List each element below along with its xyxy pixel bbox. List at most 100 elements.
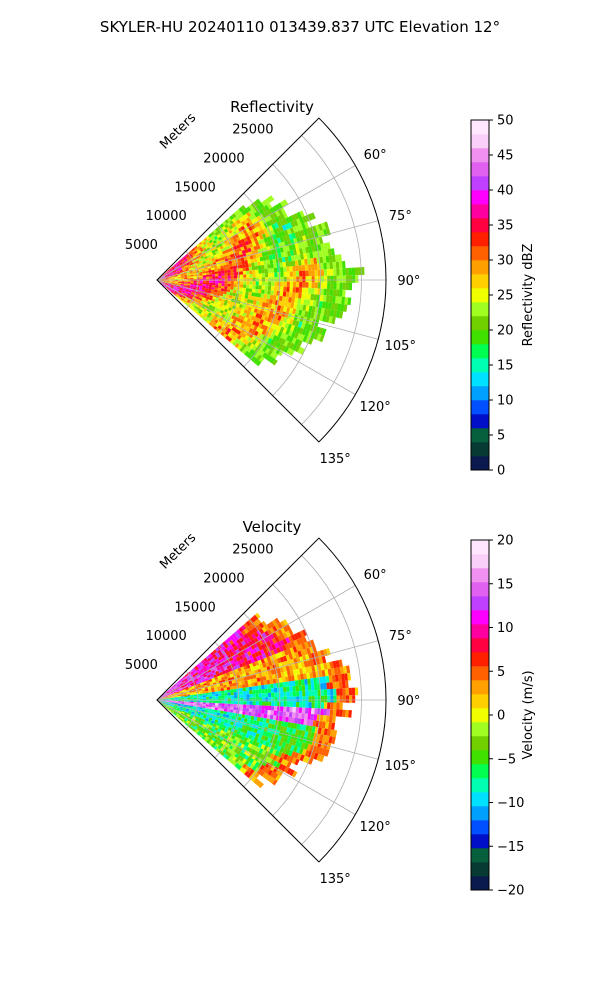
colorbar-swatch: [471, 568, 489, 583]
range-axis-label: Meters: [157, 110, 199, 152]
range-tick-label: 20000: [203, 151, 244, 166]
colorbar-swatch: [471, 722, 489, 737]
panel-title: Velocity: [243, 518, 302, 536]
colorbar-swatch: [471, 260, 489, 275]
colorbar-swatch: [471, 638, 489, 653]
azimuth-tick-label: 75°: [389, 629, 412, 644]
range-tick-label: 15000: [174, 600, 215, 615]
azimuth-tick-label: 120°: [359, 820, 390, 835]
colorbar-tick-label: 10: [497, 394, 514, 409]
colorbar-swatch: [471, 414, 489, 429]
colorbar-tick-label: 0: [497, 709, 505, 724]
colorbar-swatch: [471, 596, 489, 611]
colorbar-swatch: [471, 736, 489, 751]
colorbar-swatch: [471, 190, 489, 205]
colorbar-swatch: [471, 358, 489, 373]
colorbar-swatch: [471, 372, 489, 387]
colorbar-swatch: [471, 316, 489, 331]
azimuth-tick-label: 90°: [397, 694, 420, 709]
colorbar-tick-label: −15: [497, 840, 524, 855]
sector-outline: [156, 117, 387, 443]
reflectivity-panel: 60° 75° 90° 105° 120° 135° 5000 10000 15000 20000…: [125, 98, 536, 479]
colorbar-swatch: [471, 162, 489, 177]
colorbar-tick-label: 5: [497, 665, 505, 680]
azimuth-tick-label: 135°: [319, 872, 350, 887]
range-tick-label: 25000: [232, 542, 273, 557]
colorbar-swatch: [471, 680, 489, 695]
azimuth-tick-label: 60°: [364, 148, 387, 163]
colorbar: 0 5 10 15 20 25 30 35 40 45 50 Reflectivity dBZ: [470, 114, 536, 479]
colorbar-tick-label: 40: [497, 184, 514, 199]
azimuth-tick-label: 135°: [319, 452, 350, 467]
radar-data-field: [158, 612, 359, 789]
panel-title: Reflectivity: [230, 98, 314, 116]
colorbar-tick-label: −10: [497, 796, 524, 811]
azimuth-spoke: [156, 699, 379, 760]
colorbar-swatch: [471, 400, 489, 415]
range-tick-label: 10000: [145, 629, 186, 644]
colorbar-tick-label: 35: [497, 219, 514, 234]
colorbar-tick-label: 5: [497, 429, 505, 444]
range-tick-label: 10000: [145, 209, 186, 224]
polar-grid: [156, 537, 387, 863]
colorbar-swatch: [471, 218, 489, 233]
colorbar-tick-label: −5: [497, 752, 516, 767]
colorbar-swatch: [471, 778, 489, 793]
colorbar-swatch: [471, 820, 489, 835]
colorbar-swatch: [471, 120, 489, 135]
colorbar-tick-label: 15: [497, 577, 514, 592]
colorbar-swatch: [471, 540, 489, 555]
colorbar-tick-label: 15: [497, 359, 514, 374]
azimuth-spoke: [156, 279, 356, 395]
colorbar-tick-label: 50: [497, 114, 514, 129]
sector-outline: [156, 537, 387, 863]
colorbar-swatch: [471, 834, 489, 849]
range-tick-label: 15000: [174, 180, 215, 195]
colorbar-swatch: [471, 344, 489, 359]
colorbar-tick-label: −20: [497, 884, 524, 899]
colorbar-tick-label: 20: [497, 534, 514, 549]
colorbar-swatch: [471, 302, 489, 317]
range-tick-label: 5000: [125, 238, 158, 253]
colorbar-tick-label: 0: [497, 464, 505, 479]
colorbar-swatch: [471, 148, 489, 163]
colorbar-swatch: [471, 428, 489, 443]
range-tick-label: 25000: [232, 122, 273, 137]
colorbar-swatch: [471, 792, 489, 807]
colorbar-swatch: [471, 666, 489, 681]
azimuth-spoke: [156, 279, 379, 340]
azimuth-spoke: [156, 699, 356, 815]
colorbar-swatch: [471, 708, 489, 723]
colorbar-swatch: [471, 848, 489, 863]
colorbar: −20 −15 −10 −5 0 5 10 15 20 Velocity (m/s): [470, 534, 536, 899]
colorbar-swatch: [471, 246, 489, 261]
colorbar-swatch: [471, 134, 489, 149]
colorbar-tick-label: 25: [497, 289, 514, 304]
azimuth-tick-label: 105°: [385, 339, 416, 354]
colorbar-swatch: [471, 330, 489, 345]
colorbar-swatch: [471, 204, 489, 219]
colorbar-swatch: [471, 456, 489, 471]
azimuth-tick-label: 120°: [359, 400, 390, 415]
azimuth-tick-label: 90°: [397, 274, 420, 289]
azimuth-spoke: [156, 165, 356, 281]
colorbar-swatch: [471, 610, 489, 625]
azimuth-spoke: [156, 585, 356, 701]
azimuth-spoke: [156, 640, 379, 701]
colorbar-swatch: [471, 176, 489, 191]
colorbar-tick-label: 20: [497, 324, 514, 339]
colorbar-swatch: [471, 442, 489, 457]
colorbar-tick-label: 45: [497, 149, 514, 164]
range-axis-label: Meters: [157, 530, 199, 572]
colorbar-swatch: [471, 694, 489, 709]
colorbar-swatch: [471, 624, 489, 639]
azimuth-tick-label: 60°: [364, 568, 387, 583]
colorbar-swatch: [471, 652, 489, 667]
colorbar-swatch: [471, 288, 489, 303]
colorbar-swatch: [471, 232, 489, 247]
colorbar-swatch: [471, 764, 489, 779]
figure-title: SKYLER-HU 20240110 013439.837 UTC Elevat…: [100, 18, 500, 36]
colorbar-swatch: [471, 274, 489, 289]
colorbar-swatch: [471, 554, 489, 569]
